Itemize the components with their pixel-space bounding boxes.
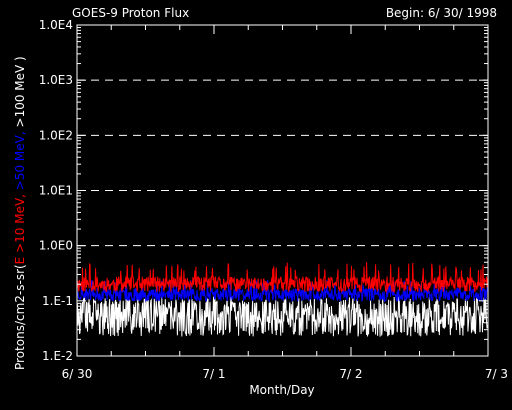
x-tick-label: 7/ 3: [485, 367, 508, 381]
y-tick-label: 1.0E1: [39, 184, 73, 198]
data-series: [76, 262, 489, 337]
y-axis-label-part: E >10 MeV,: [13, 190, 27, 264]
gridlines: [77, 79, 488, 247]
x-tick-label: 6/ 30: [62, 367, 93, 381]
y-axis-label-group: Protons/cm2-s-sr(E >10 MeV, >50 MeV, >10…: [13, 56, 27, 370]
begin-date-label: Begin: 6/ 30/ 1998: [386, 6, 497, 20]
axes: 1.E-2 1.E-1 1.0E0 1.0E1 1.0E2 1.0E3 1.0E4 6/ 30…: [39, 18, 508, 381]
chart-title: GOES-9 Proton Flux: [72, 6, 189, 20]
y-tick-label: 1.0E2: [39, 128, 73, 142]
series-line-e-10-mev: [76, 262, 489, 294]
x-axis-label: Month/Day: [249, 383, 314, 397]
y-axis-label-part: >100 MeV ): [13, 56, 27, 127]
y-tick-label: 1.0E3: [39, 73, 73, 87]
y-tick-label: 1.E-1: [42, 294, 73, 308]
series-line-100-mev: [76, 296, 489, 337]
y-axis-label-part: >50 MeV,: [13, 127, 27, 190]
series-line-50-mev: [76, 279, 489, 303]
x-tick-label: 7/ 1: [202, 367, 225, 381]
x-tick-label: 7/ 2: [339, 367, 362, 381]
y-tick-label: 1.E-2: [42, 349, 73, 363]
y-tick-label: 1.0E4: [39, 18, 73, 32]
y-axis-label: Protons/cm2-s-sr(E >10 MeV, >50 MeV, >10…: [13, 56, 27, 370]
y-axis-label-part: Protons/cm2-s-sr(: [13, 264, 27, 370]
y-tick-label: 1.0E0: [39, 239, 73, 253]
